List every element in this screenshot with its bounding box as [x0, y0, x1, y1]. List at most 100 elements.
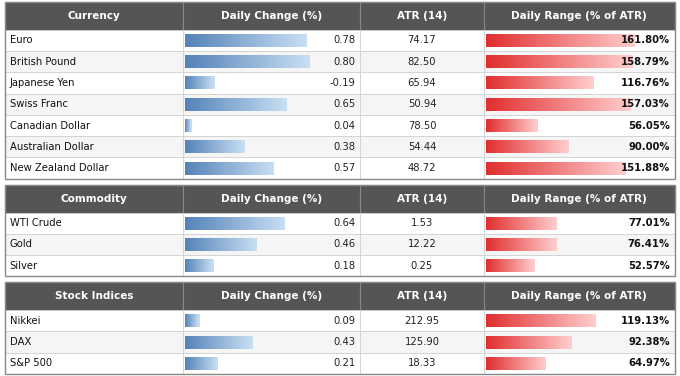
- Bar: [494, 314, 495, 327]
- Bar: [526, 162, 528, 174]
- Bar: [225, 238, 226, 251]
- Bar: [238, 238, 239, 251]
- Bar: [195, 259, 196, 272]
- Bar: [494, 98, 496, 111]
- Bar: [514, 314, 516, 327]
- Bar: [490, 119, 492, 132]
- Bar: [525, 238, 526, 251]
- Bar: [494, 259, 496, 272]
- Bar: [516, 76, 517, 89]
- Bar: [521, 357, 522, 370]
- Bar: [504, 76, 506, 89]
- Bar: [186, 119, 187, 132]
- Bar: [585, 98, 588, 111]
- Text: Daily Range (% of ATR): Daily Range (% of ATR): [511, 194, 647, 204]
- Text: 0.38: 0.38: [333, 142, 356, 152]
- Bar: [579, 314, 581, 327]
- Bar: [515, 217, 517, 230]
- Bar: [540, 76, 541, 89]
- Bar: [217, 357, 218, 370]
- Bar: [509, 98, 511, 111]
- Bar: [232, 140, 233, 153]
- Bar: [484, 310, 675, 332]
- Bar: [216, 217, 218, 230]
- Bar: [507, 217, 508, 230]
- Bar: [552, 98, 554, 111]
- Bar: [571, 55, 573, 68]
- Bar: [524, 55, 526, 68]
- Bar: [204, 238, 205, 251]
- Bar: [513, 217, 514, 230]
- Bar: [563, 34, 566, 47]
- Bar: [611, 98, 613, 111]
- Bar: [526, 55, 528, 68]
- Bar: [530, 357, 531, 370]
- Bar: [188, 238, 189, 251]
- Bar: [269, 55, 271, 68]
- Bar: [521, 217, 522, 230]
- Bar: [520, 76, 522, 89]
- Bar: [188, 119, 189, 132]
- Bar: [555, 55, 557, 68]
- Bar: [231, 140, 233, 153]
- Bar: [562, 34, 564, 47]
- Bar: [254, 238, 256, 251]
- Bar: [211, 162, 212, 174]
- Bar: [509, 76, 511, 89]
- Bar: [505, 238, 507, 251]
- Bar: [186, 162, 188, 174]
- Bar: [189, 119, 190, 132]
- Bar: [222, 238, 224, 251]
- Bar: [488, 34, 490, 47]
- Bar: [190, 98, 192, 111]
- Bar: [550, 55, 552, 68]
- Bar: [556, 162, 558, 174]
- Bar: [205, 76, 206, 89]
- Bar: [208, 336, 209, 349]
- Bar: [507, 55, 509, 68]
- Bar: [533, 76, 535, 89]
- Bar: [226, 98, 228, 111]
- Bar: [194, 357, 195, 370]
- Bar: [507, 76, 508, 89]
- Bar: [564, 336, 566, 349]
- Bar: [522, 119, 523, 132]
- Bar: [530, 162, 532, 174]
- Bar: [496, 238, 498, 251]
- Bar: [201, 336, 203, 349]
- Bar: [538, 238, 539, 251]
- Bar: [540, 140, 541, 153]
- Bar: [186, 76, 187, 89]
- Bar: [218, 140, 220, 153]
- Bar: [234, 217, 235, 230]
- Bar: [216, 162, 218, 174]
- Bar: [190, 119, 191, 132]
- Bar: [495, 140, 496, 153]
- Bar: [214, 55, 216, 68]
- Bar: [492, 357, 494, 370]
- Bar: [194, 76, 196, 89]
- Bar: [245, 98, 248, 111]
- Bar: [229, 238, 231, 251]
- Bar: [558, 76, 560, 89]
- Bar: [490, 336, 492, 349]
- Bar: [520, 259, 522, 272]
- Bar: [565, 55, 567, 68]
- Bar: [288, 34, 290, 47]
- Bar: [186, 314, 187, 327]
- Bar: [493, 119, 494, 132]
- Bar: [512, 238, 513, 251]
- Bar: [568, 76, 569, 89]
- Bar: [601, 98, 604, 111]
- Text: 65.94: 65.94: [407, 78, 437, 88]
- Bar: [518, 336, 520, 349]
- Bar: [211, 140, 213, 153]
- Bar: [544, 217, 545, 230]
- Bar: [583, 162, 585, 174]
- Text: Daily Change (%): Daily Change (%): [221, 194, 322, 204]
- Bar: [534, 140, 535, 153]
- Bar: [211, 217, 214, 230]
- Bar: [213, 140, 214, 153]
- Bar: [281, 55, 283, 68]
- Bar: [199, 34, 201, 47]
